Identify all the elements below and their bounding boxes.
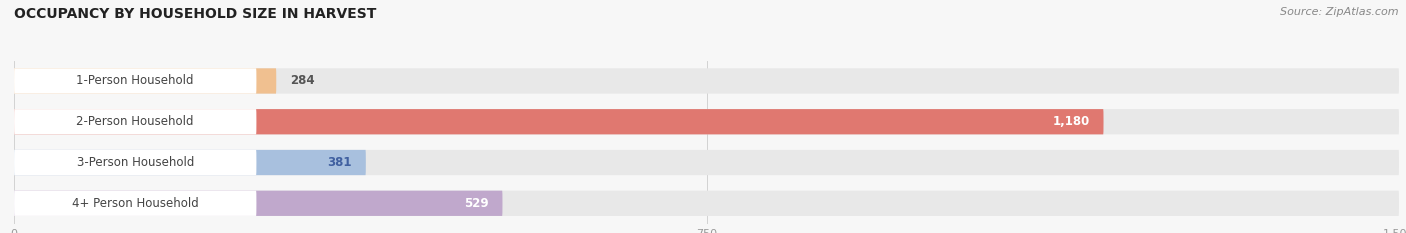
FancyBboxPatch shape [14, 109, 1399, 134]
FancyBboxPatch shape [14, 150, 366, 175]
FancyBboxPatch shape [14, 68, 276, 94]
FancyBboxPatch shape [14, 68, 1399, 94]
Text: OCCUPANCY BY HOUSEHOLD SIZE IN HARVEST: OCCUPANCY BY HOUSEHOLD SIZE IN HARVEST [14, 7, 377, 21]
Text: 284: 284 [290, 75, 315, 87]
FancyBboxPatch shape [14, 191, 256, 216]
Text: 1-Person Household: 1-Person Household [76, 75, 194, 87]
FancyBboxPatch shape [14, 150, 256, 175]
Text: 381: 381 [328, 156, 352, 169]
FancyBboxPatch shape [14, 109, 256, 134]
FancyBboxPatch shape [14, 191, 502, 216]
Text: 1,180: 1,180 [1053, 115, 1090, 128]
FancyBboxPatch shape [14, 150, 256, 175]
FancyBboxPatch shape [14, 191, 1399, 216]
Text: 2-Person Household: 2-Person Household [76, 115, 194, 128]
Text: 529: 529 [464, 197, 489, 210]
Text: 4+ Person Household: 4+ Person Household [72, 197, 198, 210]
FancyBboxPatch shape [14, 68, 256, 94]
FancyBboxPatch shape [14, 68, 256, 94]
FancyBboxPatch shape [14, 109, 256, 134]
FancyBboxPatch shape [14, 191, 256, 216]
Text: Source: ZipAtlas.com: Source: ZipAtlas.com [1281, 7, 1399, 17]
FancyBboxPatch shape [14, 109, 1104, 134]
FancyBboxPatch shape [14, 150, 1399, 175]
Text: 3-Person Household: 3-Person Household [76, 156, 194, 169]
